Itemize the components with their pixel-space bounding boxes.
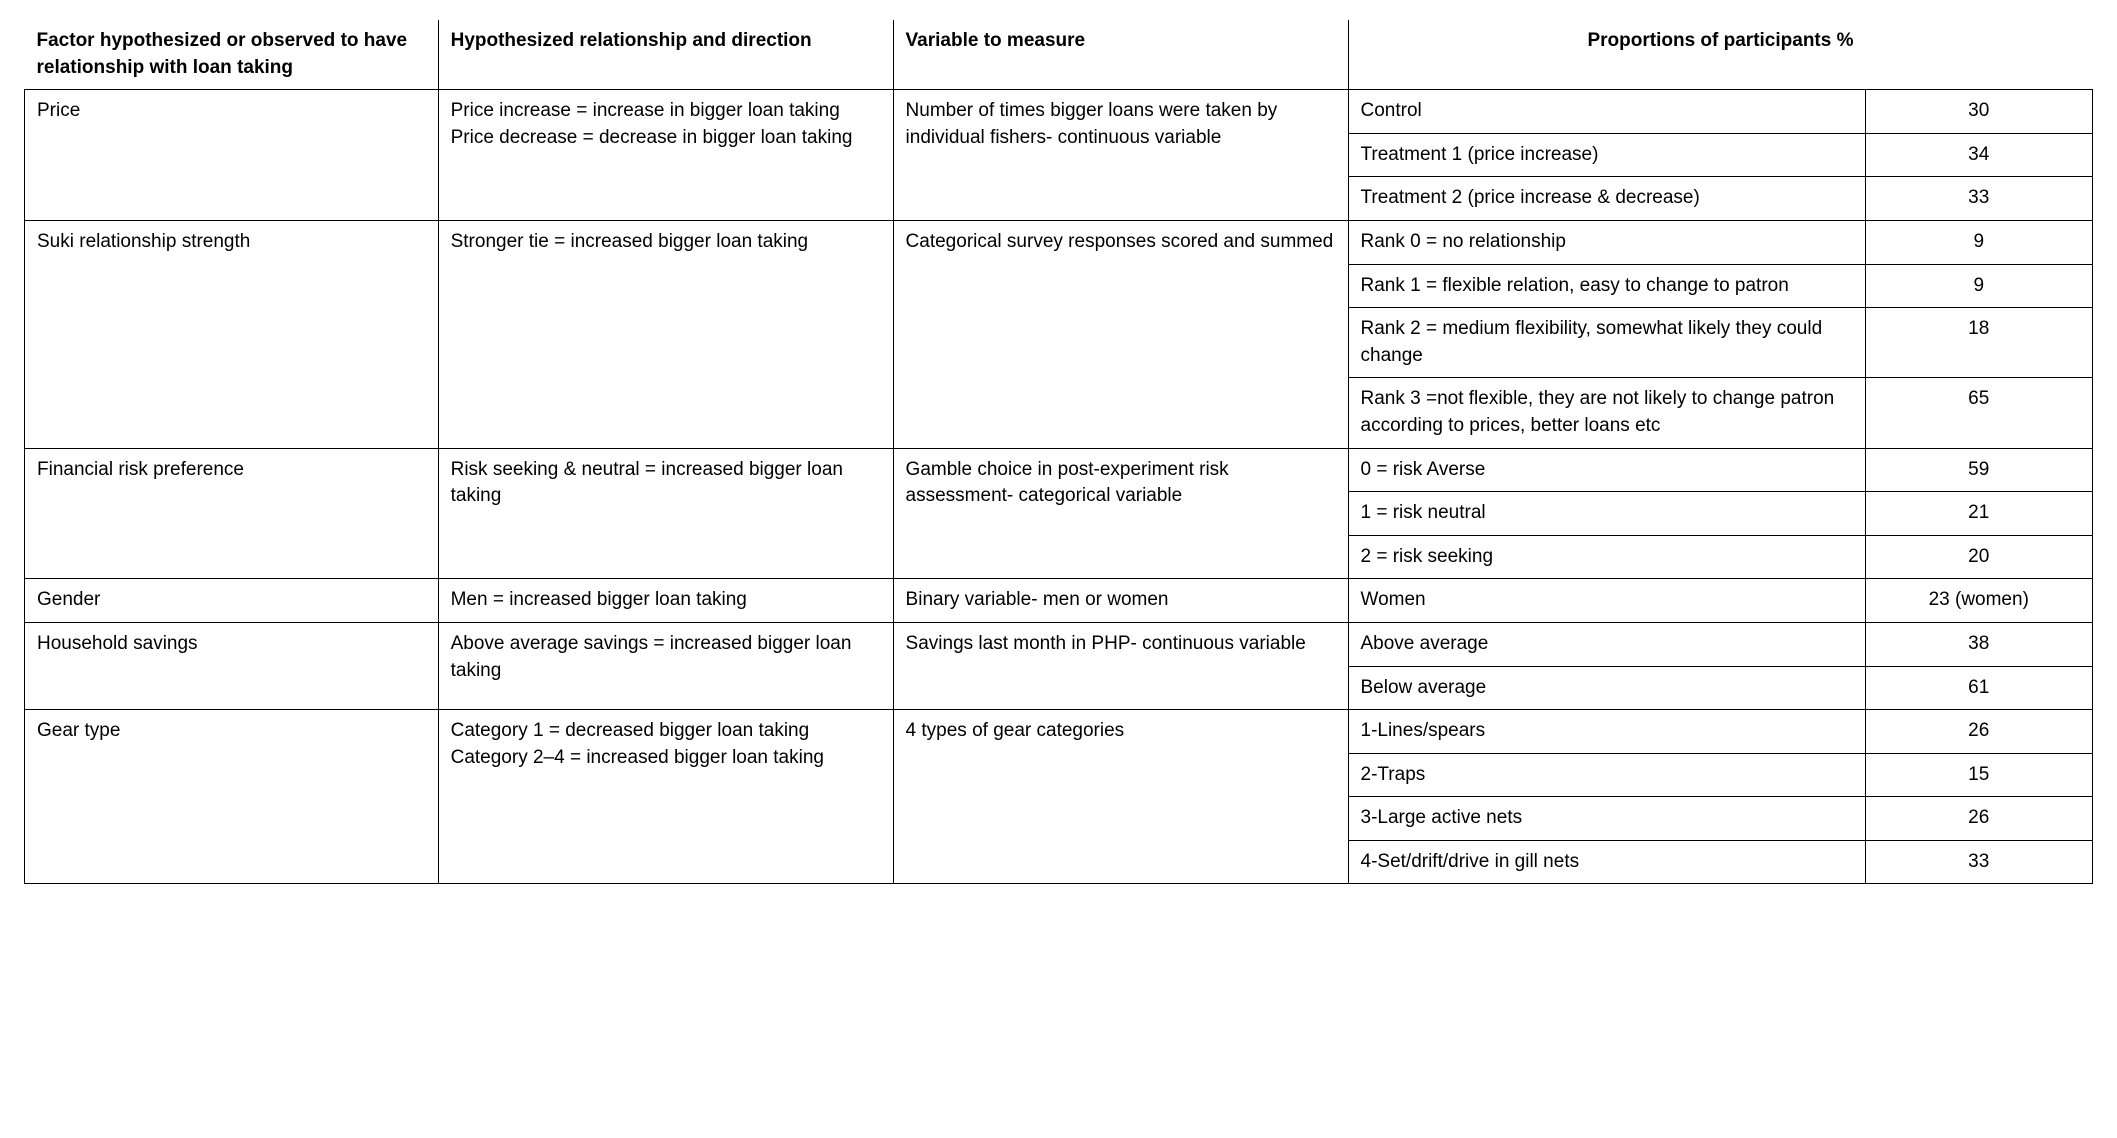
cell-prop-label: Rank 3 =not flexible, they are not likel… bbox=[1348, 378, 1865, 448]
cell-prop-label: 1-Lines/spears bbox=[1348, 710, 1865, 754]
cell-prop-value: 9 bbox=[1865, 264, 2093, 308]
cell-relationship: Price increase = increase in bigger loan… bbox=[438, 90, 893, 221]
cell-prop-label: Treatment 1 (price increase) bbox=[1348, 133, 1865, 177]
cell-prop-value: 20 bbox=[1865, 535, 2093, 579]
cell-prop-label: 0 = risk Averse bbox=[1348, 448, 1865, 492]
cell-prop-value: 59 bbox=[1865, 448, 2093, 492]
cell-relationship: Men = increased bigger loan taking bbox=[438, 579, 893, 623]
cell-prop-value: 33 bbox=[1865, 177, 2093, 221]
cell-prop-value: 34 bbox=[1865, 133, 2093, 177]
cell-factor: Household savings bbox=[25, 622, 439, 709]
cell-prop-value: 18 bbox=[1865, 308, 2093, 378]
cell-prop-label: Below average bbox=[1348, 666, 1865, 710]
cell-factor: Gear type bbox=[25, 710, 439, 884]
cell-prop-value: 9 bbox=[1865, 220, 2093, 264]
cell-variable: Gamble choice in post-experiment risk as… bbox=[893, 448, 1348, 579]
cell-factor: Suki relationship strength bbox=[25, 220, 439, 448]
cell-variable: Binary variable- men or women bbox=[893, 579, 1348, 623]
cell-prop-label: 2 = risk seeking bbox=[1348, 535, 1865, 579]
cell-prop-value: 61 bbox=[1865, 666, 2093, 710]
cell-prop-value: 33 bbox=[1865, 840, 2093, 884]
cell-prop-label: Women bbox=[1348, 579, 1865, 623]
cell-variable: Savings last month in PHP- continuous va… bbox=[893, 622, 1348, 709]
cell-relationship: Above average savings = increased bigger… bbox=[438, 622, 893, 709]
cell-prop-label: Control bbox=[1348, 90, 1865, 134]
cell-prop-value: 26 bbox=[1865, 797, 2093, 841]
cell-relationship: Stronger tie = increased bigger loan tak… bbox=[438, 220, 893, 448]
col-header-relationship: Hypothesized relationship and direction bbox=[438, 20, 893, 90]
cell-prop-value: 15 bbox=[1865, 753, 2093, 797]
cell-prop-value: 21 bbox=[1865, 492, 2093, 536]
cell-prop-value: 26 bbox=[1865, 710, 2093, 754]
cell-factor: Financial risk preference bbox=[25, 448, 439, 579]
factors-table: Factor hypothesized or observed to have … bbox=[24, 20, 2093, 884]
cell-variable: 4 types of gear categories bbox=[893, 710, 1348, 884]
cell-prop-value: 30 bbox=[1865, 90, 2093, 134]
col-header-factor: Factor hypothesized or observed to have … bbox=[25, 20, 439, 90]
cell-relationship: Category 1 = decreased bigger loan takin… bbox=[438, 710, 893, 884]
table-header-row: Factor hypothesized or observed to have … bbox=[25, 20, 2093, 90]
table-row: Household savings Above average savings … bbox=[25, 622, 2093, 666]
cell-variable: Categorical survey responses scored and … bbox=[893, 220, 1348, 448]
cell-factor: Gender bbox=[25, 579, 439, 623]
table-body: Price Price increase = increase in bigge… bbox=[25, 90, 2093, 884]
table-row: Suki relationship strength Stronger tie … bbox=[25, 220, 2093, 264]
cell-prop-label: Rank 2 = medium flexibility, somewhat li… bbox=[1348, 308, 1865, 378]
cell-prop-label: 1 = risk neutral bbox=[1348, 492, 1865, 536]
cell-prop-label: 3-Large active nets bbox=[1348, 797, 1865, 841]
cell-prop-value: 65 bbox=[1865, 378, 2093, 448]
cell-prop-value: 38 bbox=[1865, 622, 2093, 666]
cell-prop-label: Above average bbox=[1348, 622, 1865, 666]
cell-prop-label: Rank 0 = no relationship bbox=[1348, 220, 1865, 264]
cell-prop-value: 23 (women) bbox=[1865, 579, 2093, 623]
col-header-variable: Variable to measure bbox=[893, 20, 1348, 90]
table-row: Financial risk preference Risk seeking &… bbox=[25, 448, 2093, 492]
cell-factor: Price bbox=[25, 90, 439, 221]
cell-relationship: Risk seeking & neutral = increased bigge… bbox=[438, 448, 893, 579]
cell-variable: Number of times bigger loans were taken … bbox=[893, 90, 1348, 221]
cell-prop-label: Treatment 2 (price increase & decrease) bbox=[1348, 177, 1865, 221]
table-row: Price Price increase = increase in bigge… bbox=[25, 90, 2093, 134]
col-header-proportions: Proportions of participants % bbox=[1348, 20, 2093, 90]
cell-prop-label: 2-Traps bbox=[1348, 753, 1865, 797]
table-row: Gender Men = increased bigger loan takin… bbox=[25, 579, 2093, 623]
cell-prop-label: Rank 1 = flexible relation, easy to chan… bbox=[1348, 264, 1865, 308]
table-row: Gear type Category 1 = decreased bigger … bbox=[25, 710, 2093, 754]
cell-prop-label: 4-Set/drift/drive in gill nets bbox=[1348, 840, 1865, 884]
